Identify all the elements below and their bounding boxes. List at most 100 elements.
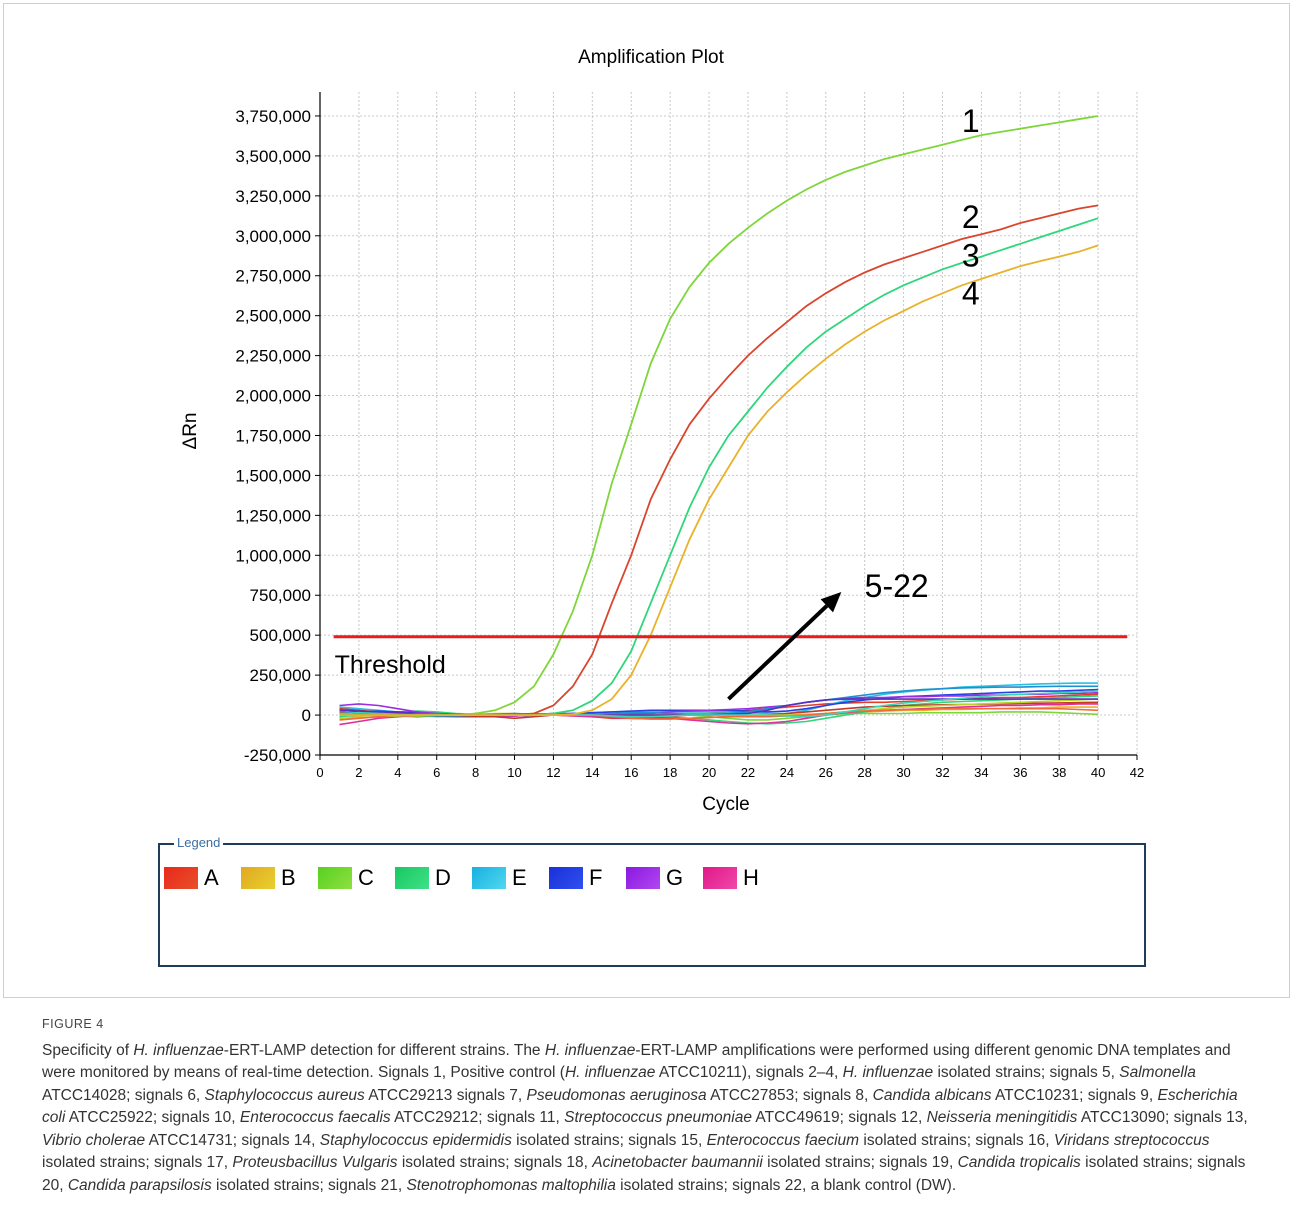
x-tick-label: 16 [624,765,638,780]
caption-species: Candida parapsilosis [67,1176,212,1194]
y-tick-label: 250,000 [250,666,311,685]
x-tick-label: 4 [394,765,401,780]
figure-label: FIGURE 4 [42,1017,104,1031]
y-tick-label: 1,750,000 [235,426,311,445]
y-axis-label: ΔRn [180,413,201,450]
legend-label: F [589,865,603,890]
annotation-arrow-head [820,592,842,613]
legend-item: H [703,865,780,891]
legend-swatch [318,867,352,889]
caption-species: Viridans streptococcus [1053,1131,1210,1149]
x-tick-label: 22 [741,765,755,780]
legend-swatch [164,867,198,889]
x-tick-label: 40 [1091,765,1105,780]
y-tick-label: 3,250,000 [235,187,311,206]
x-tick-label: 30 [896,765,910,780]
legend-label: B [281,865,296,890]
figure-caption: FIGURE 4 Specificity of H. influenzae-ER… [42,1013,1257,1197]
x-tick-label: 12 [546,765,560,780]
x-tick-label: 42 [1130,765,1144,780]
y-tick-label: 2,750,000 [235,267,311,286]
caption-species: Neisseria meningitidis [926,1109,1078,1126]
caption-species: Salmonella [1119,1064,1196,1081]
x-axis-label: Cycle [702,794,750,815]
caption-species: Escherichia coli [42,1086,1238,1127]
caption-species: Pseudomonas aeruginosa [526,1086,707,1104]
x-tick-label: 8 [472,765,479,780]
background-curves-group [339,682,1099,726]
y-tick-label: 0 [302,706,311,725]
threshold-label: Threshold [335,651,446,679]
legend-label: D [435,865,451,890]
y-tick-label: 3,500,000 [235,147,311,166]
legend-label: A [204,865,219,890]
x-tick-label: 28 [857,765,871,780]
annotation-label: 3 [962,237,980,273]
series-line-4 [339,244,1099,716]
legend-label: C [358,865,374,890]
legend-item: C [318,865,395,891]
y-tick-label: 1,250,000 [235,506,311,525]
y-tick-label: 2,250,000 [235,347,311,366]
legend-swatch [703,867,737,889]
annotation-label: 5-22 [865,568,929,604]
y-tick-label: 500,000 [250,626,311,645]
legend-label: E [512,865,527,890]
legend-title: Legend [174,835,224,850]
axes [315,92,1138,760]
annotation-label: 4 [962,276,980,312]
x-tick-label: 6 [433,765,440,780]
legend-label: G [666,865,684,890]
threshold-group: Threshold [333,635,1128,679]
series-line-1 [339,115,1099,716]
legend-item: G [626,865,703,891]
x-tick-label: 38 [1052,765,1066,780]
y-tick-label: -250,000 [244,746,311,765]
x-tick-label: 32 [935,765,949,780]
x-tick-label: 20 [702,765,716,780]
series-line-2 [339,204,1099,716]
y-tick-label: 1,500,000 [235,466,311,485]
caption-species: H. influenzae [133,1041,224,1059]
caption-species: Staphylococcus aureus [204,1086,365,1104]
y-tick-label: 2,000,000 [235,387,311,406]
x-tick-label: 14 [585,765,599,780]
legend-item: E [472,865,549,891]
caption-species: Acinetobacter baumannii [592,1154,763,1171]
legend-swatch [549,867,583,889]
legend-item: F [549,865,626,891]
x-tick-label: 24 [780,765,794,780]
x-tick-labels: 0 2 4 6 8 10 12 14 16 18 20 22 24 26 28 30 32 34 36 38 40 42 [316,765,1144,780]
legend-label: H [743,865,759,890]
caption-species: Enterococcus faecalis [239,1109,391,1126]
caption-species: H. influenzae [544,1041,636,1059]
series-line-3 [339,217,1099,716]
legend-swatch [472,867,506,889]
legend: Legend A B C D E F G H [158,835,1146,967]
chart-title: Amplification Plot [578,47,724,68]
series-group [339,115,1099,716]
legend-swatch [626,867,660,889]
legend-items: A B C D E F G H [164,865,780,891]
caption-species: Stenotrophomonas maltophilia [406,1176,616,1194]
annotation-label: 2 [962,199,980,235]
x-tick-label: 2 [355,765,362,780]
x-tick-label: 36 [1013,765,1027,780]
legend-item: A [164,865,241,891]
y-tick-label: 3,000,000 [235,227,311,246]
caption-species: Enterococcus faecium [706,1131,860,1149]
y-tick-label: 1,000,000 [235,546,311,565]
legend-swatch [395,867,429,889]
x-tick-label: 10 [507,765,521,780]
caption-species: Staphylococcus epidermidis [319,1131,512,1149]
legend-swatch [241,867,275,889]
y-tick-label: 3,750,000 [235,107,311,126]
x-tick-label: 34 [974,765,988,780]
caption-species: H. influenzae [842,1064,934,1081]
annotation-arrow-shaft [727,604,829,701]
caption-species: Streptococcus pneumoniae [564,1109,752,1126]
caption-species: Candida albicans [872,1086,992,1104]
annotations-group: 1 234 5-22 [727,103,980,701]
legend-item: B [241,865,318,891]
figure-frame [3,3,1290,998]
